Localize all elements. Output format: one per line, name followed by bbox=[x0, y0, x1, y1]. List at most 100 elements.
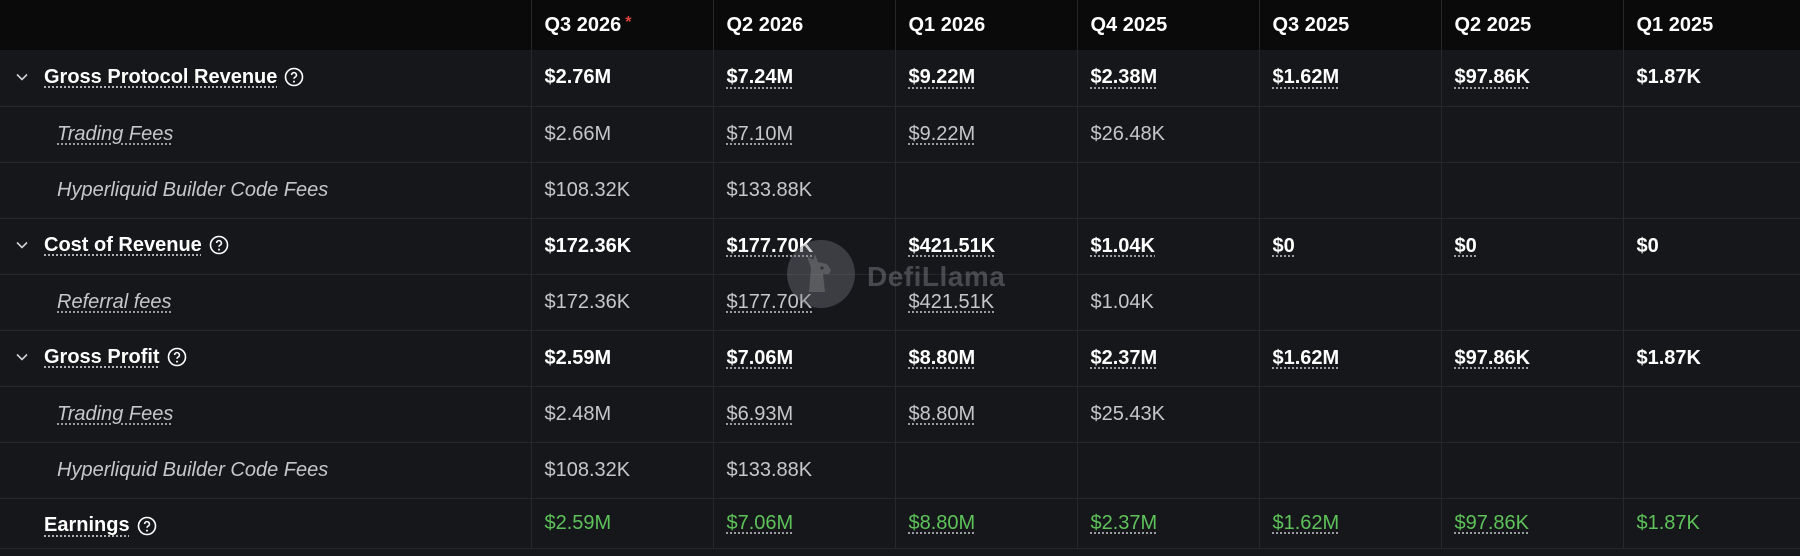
value-cell: $25.43K bbox=[1077, 386, 1260, 443]
value-cell: $1.87K bbox=[1623, 498, 1800, 549]
value-cell bbox=[1441, 274, 1624, 331]
row-label-trading-fees[interactable]: Trading Fees bbox=[57, 402, 174, 425]
value-link[interactable]: $421.51K bbox=[908, 290, 995, 313]
row-label-builder-code-fees: Hyperliquid Builder Code Fees bbox=[57, 178, 329, 201]
chevron-down-icon[interactable] bbox=[0, 70, 44, 84]
value-cell: $133.88K bbox=[713, 442, 896, 499]
table-row-earnings: Earnings $2.59M $7.06M $8.80M $2.37M $1.… bbox=[0, 498, 1800, 549]
column-header-q2-2026[interactable]: Q2 2026 bbox=[713, 0, 896, 50]
column-header-q1-2025[interactable]: Q1 2025 bbox=[1636, 13, 1714, 36]
column-header-q2-2025[interactable]: Q2 2025 bbox=[1441, 0, 1624, 50]
value-link[interactable]: $7.24M bbox=[726, 66, 794, 89]
value-link[interactable]: $97.86K bbox=[1454, 66, 1531, 89]
value-link[interactable]: $1.04K bbox=[1090, 234, 1156, 257]
value-link[interactable]: $0 bbox=[1454, 234, 1477, 257]
value-cell bbox=[895, 442, 1078, 499]
value-link[interactable]: $0 bbox=[1272, 234, 1295, 257]
value-cell: $2.66M bbox=[531, 106, 714, 163]
row-label-earnings[interactable]: Earnings bbox=[44, 514, 130, 537]
value-cell: $1.87K bbox=[1623, 330, 1800, 387]
table-row-gp-builder-code-fees: Hyperliquid Builder Code Fees $108.32K $… bbox=[0, 442, 1800, 499]
value-link[interactable]: $421.51K bbox=[908, 234, 996, 257]
value-link[interactable]: $1.62M bbox=[1272, 511, 1340, 534]
value-cell bbox=[1623, 442, 1800, 499]
table-row-gpr-trading-fees: Trading Fees $2.66M $7.10M $9.22M $26.48… bbox=[0, 106, 1800, 163]
chevron-down-icon[interactable] bbox=[0, 350, 44, 364]
value-link[interactable]: $177.70K bbox=[726, 290, 813, 313]
row-label-trading-fees[interactable]: Trading Fees bbox=[57, 122, 174, 145]
row-label-cell: Gross Profit bbox=[0, 330, 532, 387]
value-link[interactable]: $1.62M bbox=[1272, 346, 1340, 369]
value-link[interactable]: $7.10M bbox=[726, 122, 794, 145]
row-label-cell: Referral fees bbox=[0, 274, 532, 331]
value-cell: $172.36K bbox=[531, 274, 714, 331]
value-cell bbox=[1441, 106, 1624, 163]
value-link[interactable]: $2.37M bbox=[1090, 511, 1158, 534]
value-link[interactable]: $9.22M bbox=[908, 66, 976, 89]
value-cell bbox=[1259, 162, 1442, 219]
value-link[interactable]: $97.86K bbox=[1454, 346, 1531, 369]
column-header-q4-2025[interactable]: Q4 2025 bbox=[1077, 0, 1260, 50]
table-header-row: Q3 2026 * Q2 2026 Q1 2026 Q4 2025 Q3 2025… bbox=[0, 0, 1800, 50]
chevron-down-icon[interactable] bbox=[0, 238, 44, 252]
value-cell bbox=[1259, 274, 1442, 331]
header-label-cell bbox=[0, 0, 532, 50]
help-circle-icon[interactable] bbox=[167, 347, 187, 367]
row-label-cell: Hyperliquid Builder Code Fees bbox=[0, 162, 532, 219]
table-row-gross-profit: Gross Profit $2.59M $7.06M $8.80M $2.37M… bbox=[0, 330, 1800, 387]
value-cell bbox=[895, 162, 1078, 219]
row-label-builder-code-fees: Hyperliquid Builder Code Fees bbox=[57, 458, 329, 481]
value-cell: $2.59M bbox=[531, 498, 714, 549]
value-cell: $108.32K bbox=[531, 442, 714, 499]
value-cell: $0 bbox=[1623, 218, 1800, 275]
row-label-cell: Earnings bbox=[0, 498, 532, 549]
value-cell bbox=[1441, 386, 1624, 443]
help-circle-icon[interactable] bbox=[284, 67, 304, 87]
value-cell bbox=[1441, 162, 1624, 219]
value-cell: $2.59M bbox=[531, 330, 714, 387]
column-header-q1-2026[interactable]: Q1 2026 bbox=[895, 0, 1078, 50]
value-cell bbox=[1077, 442, 1260, 499]
row-label-cell: Gross Protocol Revenue bbox=[0, 50, 532, 107]
help-circle-icon[interactable] bbox=[209, 235, 229, 255]
value-cell: $1.04K bbox=[1077, 274, 1260, 331]
column-header-q3-2026[interactable]: Q3 2026 * bbox=[531, 0, 714, 50]
value-link[interactable]: $8.80M bbox=[908, 511, 976, 534]
table-row-cost-of-revenue: Cost of Revenue $172.36K $177.70K $421.5… bbox=[0, 218, 1800, 275]
value-cell: $2.76M bbox=[531, 50, 714, 107]
value-cell: $1.87K bbox=[1623, 50, 1800, 107]
table-row-gpr-builder-code-fees: Hyperliquid Builder Code Fees $108.32K $… bbox=[0, 162, 1800, 219]
row-label-gross-protocol-revenue[interactable]: Gross Protocol Revenue bbox=[44, 65, 278, 88]
value-cell bbox=[1259, 106, 1442, 163]
row-label-cell: Cost of Revenue bbox=[0, 218, 532, 275]
value-link[interactable]: $2.37M bbox=[1090, 346, 1158, 369]
value-cell bbox=[1623, 386, 1800, 443]
value-cell: $26.48K bbox=[1077, 106, 1260, 163]
value-link[interactable]: $6.93M bbox=[726, 402, 794, 425]
value-link[interactable]: $7.06M bbox=[726, 346, 794, 369]
value-cell: $108.32K bbox=[531, 162, 714, 219]
row-label-cell: Trading Fees bbox=[0, 106, 532, 163]
table-row-gp-trading-fees: Trading Fees $2.48M $6.93M $8.80M $25.43… bbox=[0, 386, 1800, 443]
row-label-gross-profit[interactable]: Gross Profit bbox=[44, 345, 160, 368]
value-link[interactable]: $7.06M bbox=[726, 511, 794, 534]
value-cell: $133.88K bbox=[713, 162, 896, 219]
value-cell bbox=[1441, 442, 1624, 499]
table-row-cor-referral-fees: Referral fees $172.36K $177.70K $421.51K… bbox=[0, 274, 1800, 331]
row-label-cost-of-revenue[interactable]: Cost of Revenue bbox=[44, 233, 202, 256]
value-cell: $172.36K bbox=[531, 218, 714, 275]
value-link[interactable]: $8.80M bbox=[908, 346, 976, 369]
value-link[interactable]: $2.38M bbox=[1090, 66, 1158, 89]
help-circle-icon[interactable] bbox=[137, 516, 157, 536]
value-link[interactable]: $97.86K bbox=[1454, 511, 1530, 534]
row-label-referral-fees[interactable]: Referral fees bbox=[57, 290, 172, 313]
column-header-q3-2025[interactable]: Q3 2025 bbox=[1259, 0, 1442, 50]
value-link[interactable]: $8.80M bbox=[908, 402, 976, 425]
value-link[interactable]: $9.22M bbox=[908, 122, 976, 145]
value-link[interactable]: $177.70K bbox=[726, 234, 814, 257]
current-period-asterisk: * bbox=[625, 13, 632, 31]
value-link[interactable]: $1.62M bbox=[1272, 66, 1340, 89]
value-cell bbox=[1259, 442, 1442, 499]
value-cell bbox=[1259, 386, 1442, 443]
